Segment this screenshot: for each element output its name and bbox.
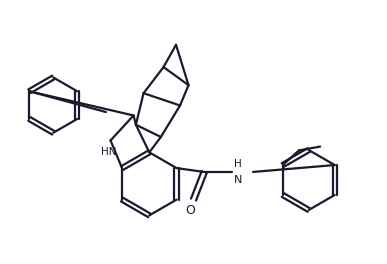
Text: N: N	[234, 175, 242, 185]
Text: O: O	[185, 204, 195, 217]
Text: H: H	[234, 159, 241, 169]
Text: HN: HN	[101, 147, 116, 157]
